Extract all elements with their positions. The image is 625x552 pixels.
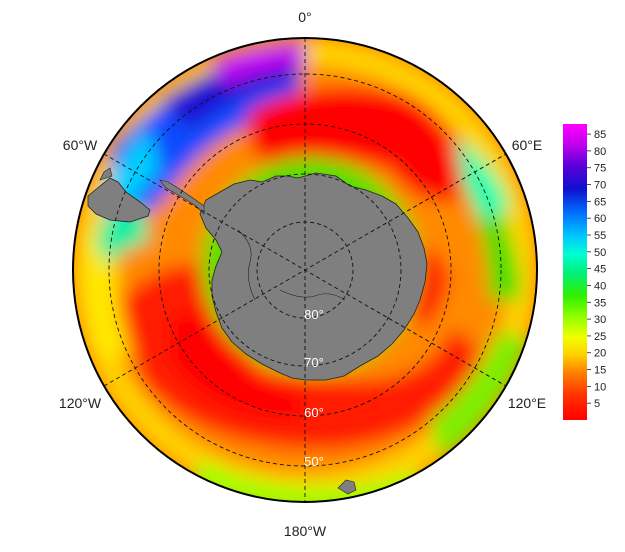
colorbar-tick-label: 35 [594, 297, 606, 309]
lat-label-70: 70° [304, 355, 324, 370]
colorbar-gradient [563, 124, 587, 420]
colorbar-ticks: 85 80 75 70 65 60 55 50 45 40 35 30 25 20 15 10 5 [587, 129, 606, 410]
colorbar-tick-label: 10 [594, 381, 606, 393]
colorbar-tick-label: 20 [594, 348, 606, 360]
lon-label-0: 0° [298, 9, 311, 25]
lon-label-60w: 60°W [63, 137, 98, 153]
colorbar-tick-label: 40 [594, 280, 606, 292]
colorbar-tick-label: 65 [594, 196, 606, 208]
colorbar-tick-label: 5 [594, 398, 600, 410]
south-america-land [87, 167, 151, 223]
colorbar-tick-label: 80 [594, 146, 606, 158]
antarctica-land [159, 172, 428, 381]
lon-label-60e: 60°E [512, 137, 543, 153]
colorbar-tick-label: 60 [594, 213, 606, 225]
lat-label-80: 80° [304, 307, 324, 322]
colorbar-tick-label: 75 [594, 163, 606, 175]
colorbar-tick-label: 85 [594, 129, 606, 141]
graticule [103, 38, 507, 502]
colorbar-tick-label: 70 [594, 180, 606, 192]
lon-label-120w: 120°W [59, 395, 102, 411]
colorbar-tick-label: 50 [594, 247, 606, 259]
colorbar: 85 80 75 70 65 60 55 50 45 40 35 30 25 20 15 10 5 [563, 124, 606, 420]
colorbar-tick-label: 15 [594, 365, 606, 377]
colorbar-tick-label: 55 [594, 230, 606, 242]
map-border [72, 37, 538, 503]
lon-label-120e: 120°E [508, 395, 546, 411]
lat-label-50: 50° [304, 454, 324, 469]
meridian-120 [103, 153, 507, 387]
colorbar-tick-label: 25 [594, 331, 606, 343]
lat-label-60: 60° [304, 405, 324, 420]
lat-circle-50 [108, 73, 502, 467]
colorbar-tick-label: 45 [594, 264, 606, 276]
lon-label-180w: 180°W [284, 523, 327, 539]
colorbar-tick-label: 30 [594, 314, 606, 326]
island-land [337, 479, 357, 495]
